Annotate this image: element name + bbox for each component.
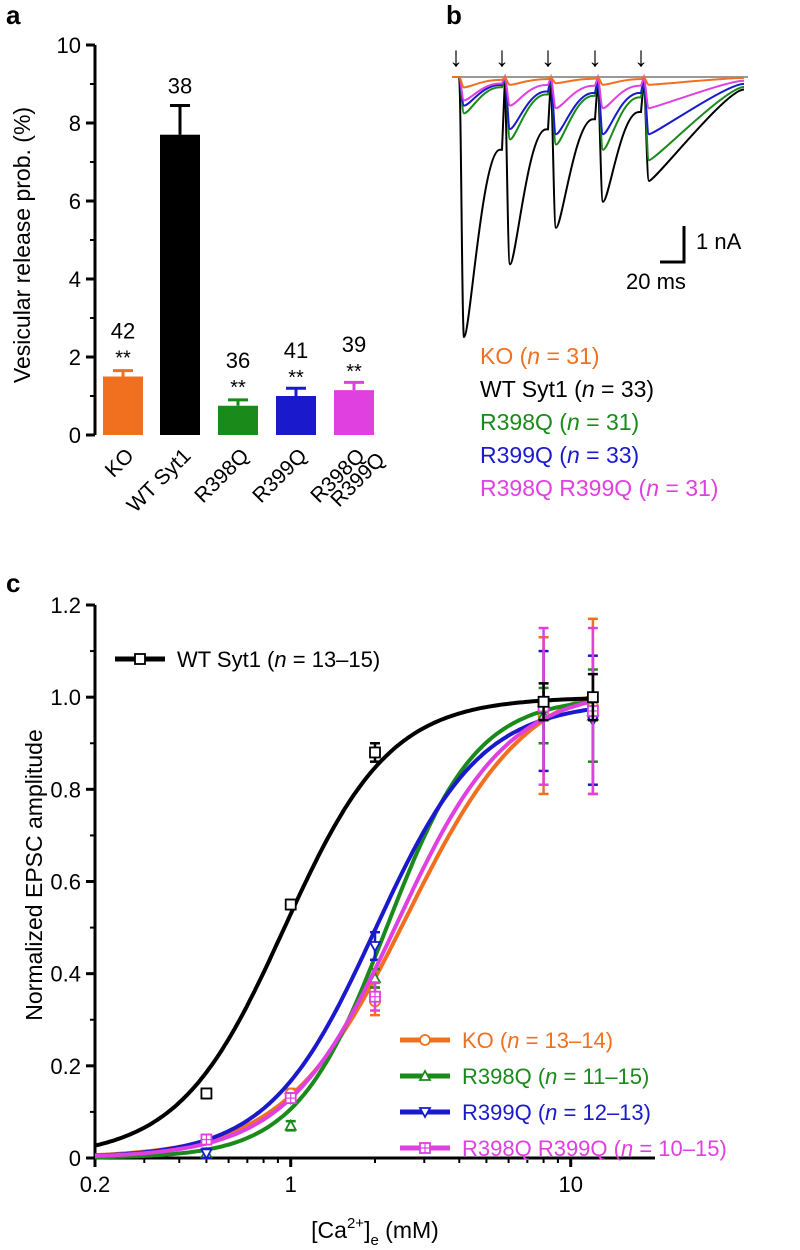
panel-c-fit-double — [94, 699, 594, 1158]
panel-c-y-axis-label: Normalized EPSC amplitude — [21, 729, 47, 1020]
panel-b-stimulus-arrow: ↓ — [449, 41, 463, 72]
panel-a-y-tick-label: 6 — [69, 189, 81, 214]
panel-a-n-label: 38 — [168, 73, 192, 98]
panel-a-y-tick-label: 8 — [69, 111, 81, 136]
panel-c-fit-wt — [94, 696, 593, 1148]
panel-c-legend-item: R398Q (n = 11–15) — [462, 1064, 649, 1089]
xlabel-post: (mM) — [379, 1217, 439, 1243]
panel-a-significance: ** — [288, 367, 304, 389]
panel-c-y-tick-label: 0.8 — [50, 777, 81, 802]
panel-c-y-tick-label: 0 — [69, 1146, 81, 1171]
panel-a-bar — [103, 376, 143, 435]
panel-a-category-label: R398Q — [190, 444, 253, 507]
panel-b-stimulus-arrow: ↓ — [588, 41, 602, 72]
panel-a-bar — [276, 396, 316, 435]
panel-a-y-tick-label: 10 — [57, 33, 81, 58]
panel-c-legend-item: R398Q R399Q (n = 10–15) — [462, 1136, 727, 1161]
panel-a-category-label: WT Syt1 — [123, 444, 196, 517]
panel-label-b: b — [446, 0, 462, 30]
panel-a-bar — [218, 405, 258, 435]
panel-c-marker — [586, 691, 599, 704]
panel-a-y-tick-label: 0 — [69, 423, 81, 448]
panel-b-legend-item: R399Q (n = 33) — [480, 442, 639, 468]
panel-a-y-tick-label: 4 — [69, 267, 81, 292]
panel-b-stimulus-arrow: ↓ — [495, 41, 509, 72]
panel-label-a: a — [6, 0, 21, 30]
panel-a-bar-chart: Vesicular release prob. (%) 0 2 4 6 8 10 42 ** K… — [9, 33, 390, 517]
xlabel-pre: [Ca — [311, 1217, 347, 1243]
panel-a-n-label: 36 — [226, 348, 250, 373]
panel-a-n-label: 41 — [284, 338, 308, 363]
panel-c-marker — [369, 746, 381, 759]
panel-c-y-tick-label: 0.2 — [50, 1054, 81, 1079]
panel-c-marker — [418, 1107, 432, 1119]
panel-b-legend-item: R398Q R399Q (n = 31) — [480, 475, 718, 501]
panel-c-legend-item: R399Q (n = 12–13) — [462, 1100, 651, 1125]
panel-c-x-tick-label: 0.2 — [80, 1172, 111, 1197]
panel-b-trace-ko — [452, 75, 745, 89]
panel-a-y-tick-label: 2 — [69, 345, 81, 370]
panel-b-trace-double — [452, 73, 745, 110]
xlabel-sup: 2+ — [347, 1215, 364, 1232]
panel-b-trace-r399q — [452, 73, 745, 136]
panel-c-dose-response: Normalized EPSC amplitude [Ca2+]e (mM) 0… — [21, 593, 727, 1249]
panel-b-scale-bar — [660, 226, 686, 264]
panel-c-marker — [419, 1034, 431, 1046]
panel-c-marker — [200, 1087, 213, 1100]
panel-b-scale-y-label: 1 nA — [696, 229, 742, 254]
panel-c-x-tick-label: 10 — [558, 1172, 582, 1197]
panel-c-marker — [368, 941, 382, 953]
panel-label-c: c — [6, 568, 20, 598]
panel-a-significance: ** — [115, 348, 131, 370]
panel-c-fit-r399q — [94, 707, 594, 1158]
panel-a-significance: ** — [346, 361, 362, 383]
panel-c-marker — [537, 695, 550, 708]
panel-c-legend-item: WT Syt1 (n = 13–15) — [177, 647, 380, 672]
panel-a-n-label: 39 — [342, 332, 366, 357]
panel-c-marker — [284, 1118, 298, 1131]
panel-c-x-axis-label: [Ca2+]e (mM) — [311, 1215, 439, 1249]
panel-a-n-label: 42 — [111, 319, 135, 344]
xlabel-mid: ] — [364, 1217, 370, 1243]
panel-c-y-tick-label: 0.4 — [50, 962, 81, 987]
panel-b-traces: ↓ ↓ ↓ ↓ ↓ 1 nA 20 ms KO (n = 31) WT Syt1 (n = 33… — [449, 41, 748, 501]
panel-c-y-tick-label: 0.6 — [50, 870, 81, 895]
panel-b-stimulus-arrow: ↓ — [634, 41, 648, 72]
panel-c-y-tick-label: 1.0 — [50, 685, 81, 710]
panel-c-x-tick-label: 1 — [285, 1172, 297, 1197]
panel-b-legend-item: KO (n = 31) — [480, 343, 600, 369]
panel-a-category-label: KO — [101, 444, 139, 482]
panel-b-scale-x-label: 20 ms — [626, 269, 686, 294]
panel-a-bar — [334, 390, 374, 435]
panel-c-legend-item: KO (n = 13–14) — [462, 1028, 613, 1053]
panel-c-marker — [284, 898, 297, 911]
panel-a-category-label: R399Q — [248, 444, 311, 507]
panel-b-legend-item: WT Syt1 (n = 33) — [480, 376, 654, 402]
panel-a-y-axis-label: Vesicular release prob. (%) — [9, 107, 35, 383]
panel-c-marker — [134, 653, 146, 665]
panel-b-trace-r398q — [452, 76, 745, 162]
panel-c-y-tick-label: 1.2 — [50, 593, 81, 618]
panel-b-legend-item: R398Q (n = 31) — [480, 409, 639, 435]
panel-a-bar — [160, 134, 200, 435]
panel-c-marker — [199, 1148, 213, 1161]
panel-b-stimulus-arrow: ↓ — [541, 41, 555, 72]
xlabel-sub: e — [370, 1232, 378, 1249]
panel-c-marker — [418, 1069, 432, 1081]
panel-a-significance: ** — [230, 377, 246, 399]
